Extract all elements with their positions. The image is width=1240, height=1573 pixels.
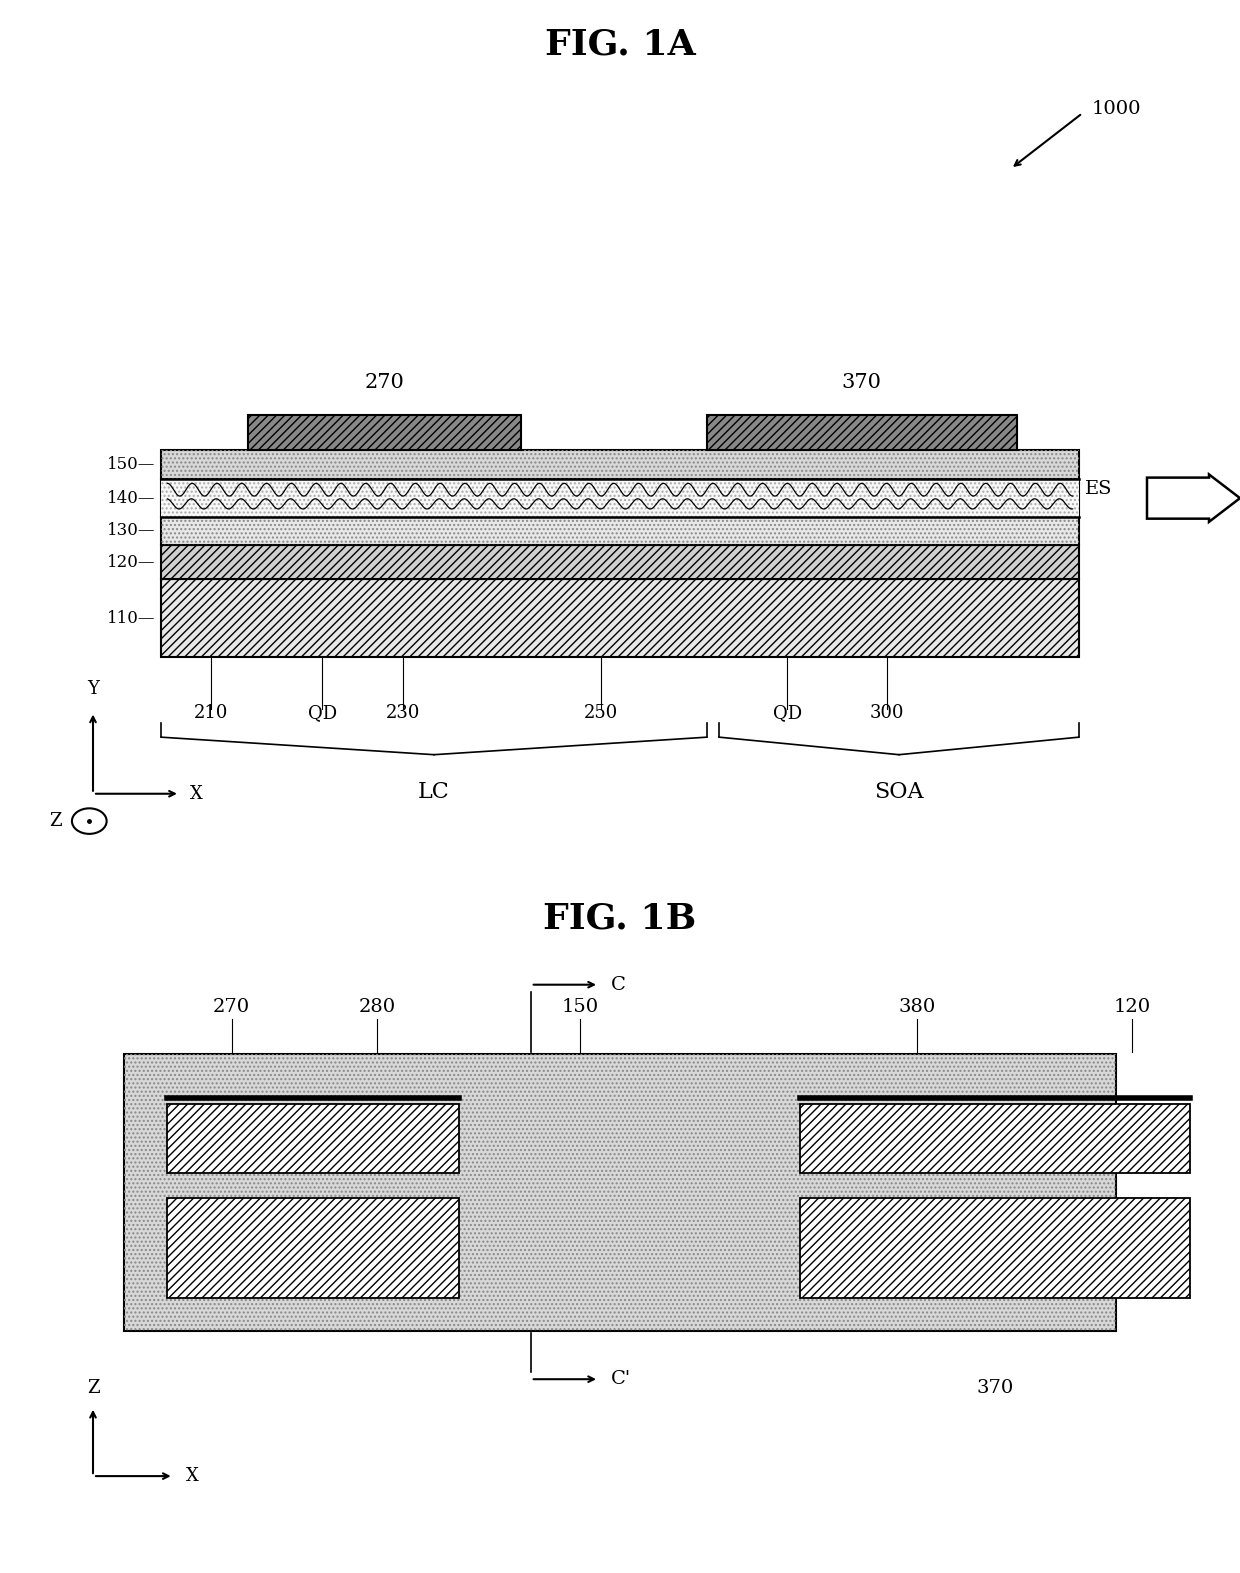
Bar <box>161 544 1079 579</box>
Text: 370: 370 <box>842 373 882 392</box>
Bar <box>800 1104 1190 1173</box>
Text: QD: QD <box>308 705 337 722</box>
Bar <box>161 544 1079 579</box>
Bar <box>161 478 1079 518</box>
Bar <box>161 478 1079 518</box>
Text: C: C <box>611 975 626 994</box>
Text: 140—: 140— <box>107 489 155 507</box>
Text: 150: 150 <box>562 997 599 1016</box>
Text: SOA: SOA <box>874 780 924 802</box>
Bar <box>707 415 1017 450</box>
Text: LC: LC <box>418 780 450 802</box>
Bar <box>161 450 1079 478</box>
Text: 270: 270 <box>213 997 250 1016</box>
Text: QD: QD <box>773 705 802 722</box>
Text: C': C' <box>611 1370 631 1389</box>
Text: 250: 250 <box>584 705 619 722</box>
Bar <box>167 1199 459 1298</box>
Text: ES: ES <box>1085 480 1112 499</box>
Text: 270: 270 <box>365 373 404 392</box>
Text: Z: Z <box>50 812 62 831</box>
Text: X: X <box>186 1468 198 1485</box>
Bar <box>248 415 521 450</box>
Bar <box>161 478 1079 518</box>
Bar <box>161 450 1079 478</box>
Text: FIG. 1B: FIG. 1B <box>543 901 697 936</box>
Text: 380: 380 <box>898 997 936 1016</box>
Bar <box>161 518 1079 544</box>
Text: Y: Y <box>87 680 99 698</box>
Bar <box>124 1054 1116 1331</box>
Text: 300: 300 <box>869 705 904 722</box>
Text: 230: 230 <box>386 705 420 722</box>
Bar <box>800 1199 1190 1298</box>
Text: FIG. 1A: FIG. 1A <box>544 27 696 61</box>
Bar <box>167 1104 459 1173</box>
Text: 210: 210 <box>193 705 228 722</box>
Text: 280: 280 <box>358 997 396 1016</box>
Text: 1000: 1000 <box>1091 101 1141 118</box>
Text: 150—: 150— <box>107 456 155 473</box>
Text: X: X <box>190 785 202 802</box>
Text: 110—: 110— <box>107 610 155 626</box>
Bar <box>161 579 1079 658</box>
Text: 130—: 130— <box>107 522 155 540</box>
Text: Z: Z <box>87 1378 99 1397</box>
Text: 120—: 120— <box>107 554 155 571</box>
Bar <box>161 579 1079 658</box>
Bar <box>124 1054 1116 1331</box>
FancyArrow shape <box>1147 475 1240 522</box>
Text: 370: 370 <box>976 1380 1014 1397</box>
Bar <box>161 518 1079 544</box>
Text: 120: 120 <box>1114 997 1151 1016</box>
